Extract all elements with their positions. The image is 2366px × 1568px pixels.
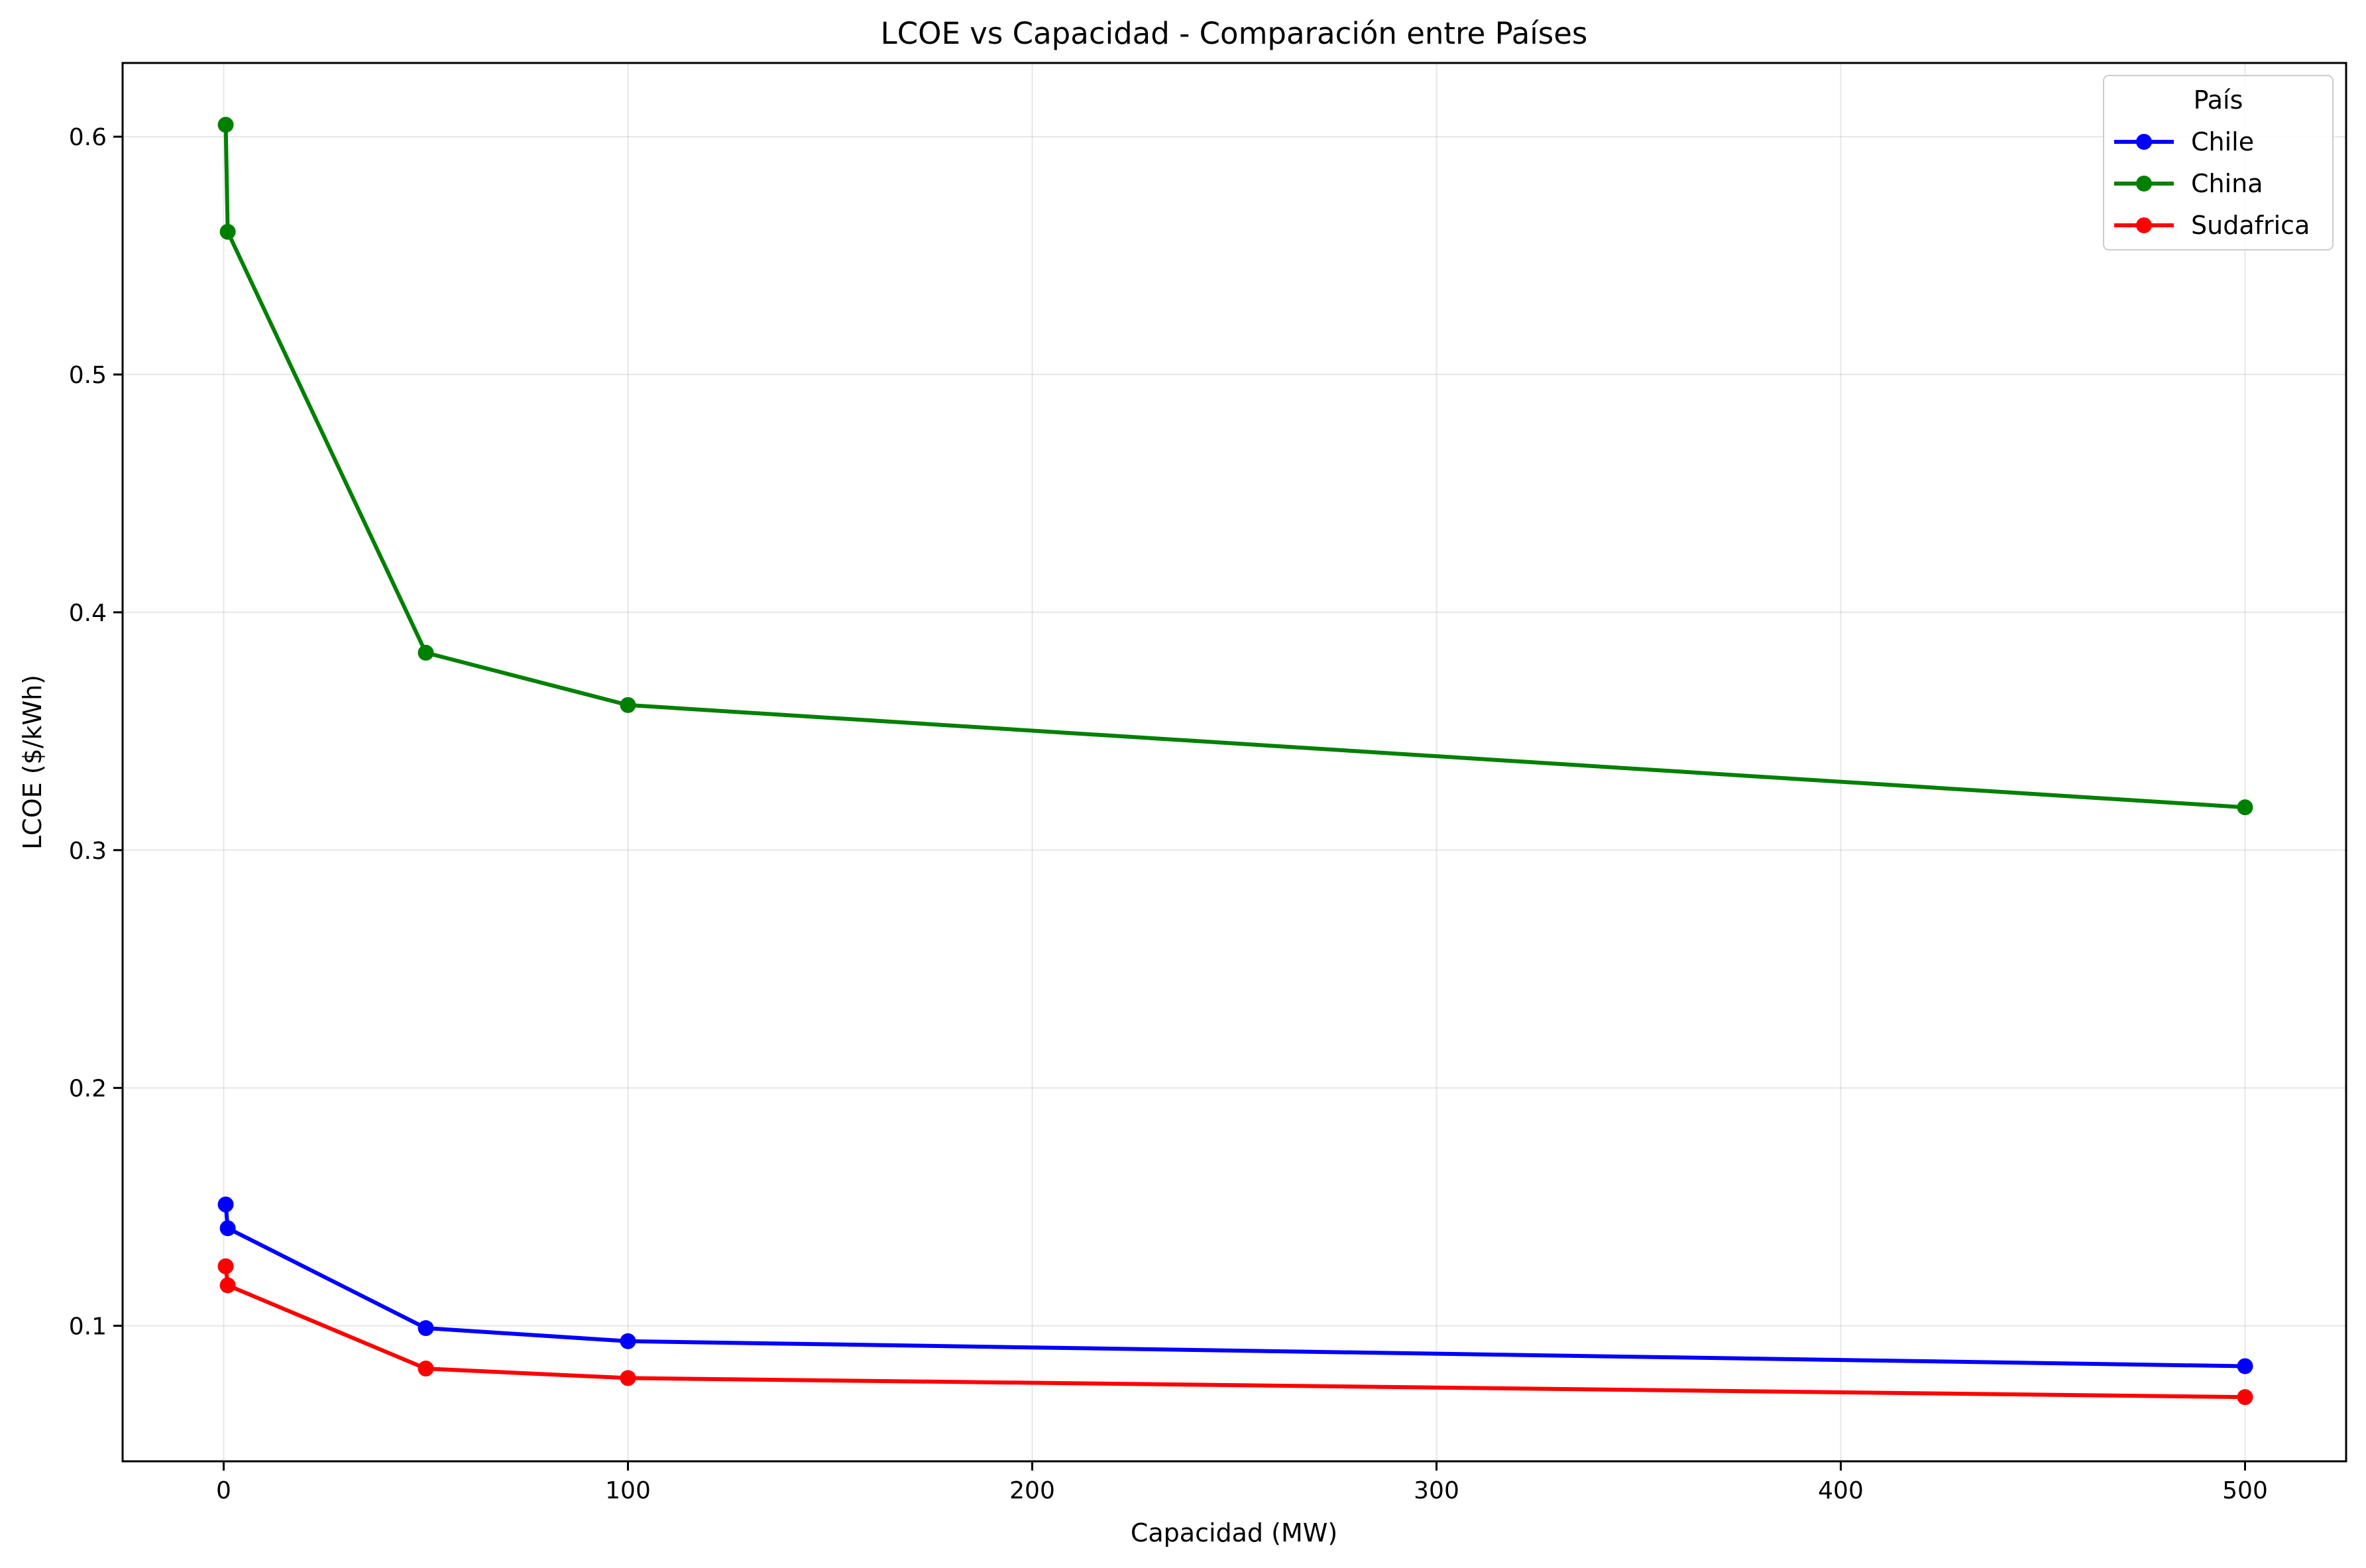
x-tick-label: 400: [1818, 1477, 1864, 1504]
data-point-sudafrica: [217, 1258, 234, 1274]
data-point-china: [418, 644, 434, 661]
data-point-sudafrica: [418, 1361, 434, 1377]
x-tick-label: 0: [216, 1477, 231, 1504]
grid-lines: [123, 63, 2346, 1461]
y-tick-label: 0.2: [69, 1076, 107, 1103]
x-tick-label: 200: [1009, 1477, 1055, 1504]
data-point-chile: [620, 1333, 636, 1349]
legend-marker-china: [2136, 176, 2152, 192]
legend-label-chile: Chile: [2191, 127, 2254, 156]
data-point-china: [217, 117, 234, 133]
data-point-sudafrica: [620, 1370, 636, 1386]
chart-title: LCOE vs Capacidad - Comparación entre Pa…: [881, 16, 1588, 51]
legend-entries: Chile China Sudafrica: [2114, 127, 2310, 240]
x-tick-label: 100: [605, 1477, 651, 1504]
data-point-chile: [418, 1320, 434, 1337]
legend-title: País: [2194, 85, 2243, 115]
plot-frame: [121, 62, 2347, 1463]
y-tick-label: 0.5: [69, 362, 107, 389]
series-markers: [217, 117, 2253, 1406]
legend-marker-sudafrica: [2136, 217, 2152, 233]
y-tick-label: 0.4: [69, 600, 107, 627]
data-point-chile: [219, 1220, 236, 1237]
legend-marker-chile: [2136, 134, 2152, 150]
data-point-chile: [2237, 1358, 2253, 1374]
data-point-china: [2237, 799, 2253, 816]
y-axis-label: LCOE ($/kWh): [18, 675, 47, 850]
x-tick-label: 500: [2222, 1477, 2268, 1504]
x-axis-label: Capacidad (MW): [1131, 1518, 1337, 1547]
data-point-china: [219, 223, 236, 240]
y-axis-ticks: 0.1 0.2 0.3 0.4 0.5 0.6: [69, 124, 123, 1340]
legend: País Chile China Sudafrica: [2103, 75, 2334, 251]
y-tick-label: 0.3: [69, 838, 107, 865]
legend-label-sudafrica: Sudafrica: [2191, 211, 2310, 240]
data-point-sudafrica: [219, 1277, 236, 1294]
data-point-china: [620, 697, 636, 713]
x-axis-ticks: 0 100 200 300 400 500: [216, 1461, 2268, 1504]
x-tick-label: 300: [1414, 1477, 1459, 1504]
data-point-sudafrica: [2237, 1389, 2253, 1406]
y-tick-label: 0.1: [69, 1313, 107, 1340]
legend-label-china: China: [2191, 169, 2263, 198]
data-point-chile: [217, 1196, 234, 1213]
legend-box: [2103, 75, 2334, 251]
y-tick-label: 0.6: [69, 124, 107, 151]
